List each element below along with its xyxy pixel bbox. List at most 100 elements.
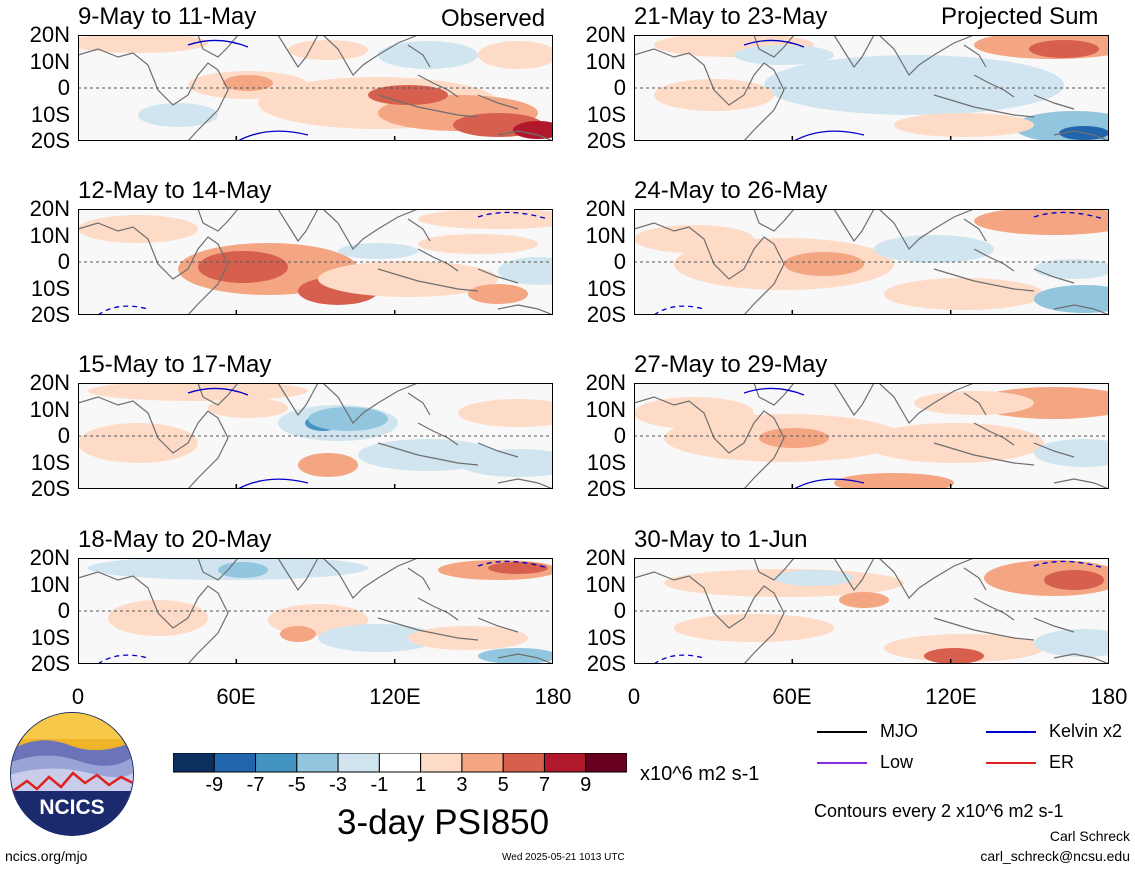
kelvin-contour <box>653 654 705 664</box>
anomaly-shading <box>839 592 889 608</box>
map-frame <box>78 209 553 315</box>
colorbar-swatch <box>296 753 339 773</box>
y-tick-label: 20S <box>586 302 626 327</box>
legend-line-mjo <box>817 731 867 733</box>
colorbar-swatch <box>585 753 627 773</box>
logo-text: NCICS <box>39 796 104 819</box>
coastline <box>277 35 319 69</box>
map-panel-7 <box>634 383 1109 489</box>
y-tick-label: 10S <box>586 101 626 127</box>
anomaly-shading <box>208 398 288 418</box>
timestamp: Wed 2025-05-21 1013 UTC <box>502 852 625 863</box>
site-link[interactable]: ncics.org/mjo <box>5 848 88 864</box>
anomaly-shading <box>218 562 268 578</box>
coastline <box>477 268 519 284</box>
y-tick-label: 10N <box>585 48 626 74</box>
y-tick-label: 10S <box>30 101 70 127</box>
coastline <box>753 35 795 58</box>
coastline <box>407 392 431 416</box>
coastline <box>497 478 553 489</box>
anomaly-shading <box>1034 285 1109 313</box>
coastline <box>377 442 479 466</box>
coastline <box>973 597 1015 621</box>
legend-label-kelvin: Kelvin x2 <box>1049 721 1123 741</box>
coastline <box>322 35 419 76</box>
y-tick-label: 20N <box>585 545 626 570</box>
coastline <box>1033 94 1075 110</box>
colorbar-swatch <box>502 753 545 773</box>
coastline <box>407 44 431 68</box>
x-tick-label: 120E <box>925 684 977 709</box>
coastline <box>634 222 785 315</box>
map-frame <box>634 35 1109 141</box>
y-tick-label: 0 <box>613 249 626 274</box>
coastline <box>1033 617 1075 633</box>
observed-label: Observed <box>441 5 546 32</box>
coastline <box>407 567 431 591</box>
anomaly-shading <box>78 215 198 243</box>
anomaly-shading <box>759 428 829 448</box>
y-tick-label: 0 <box>57 598 70 623</box>
map-frame <box>634 209 1109 315</box>
kelvin-contour <box>743 39 805 48</box>
coastline <box>1053 304 1109 315</box>
colorbar-label: 1 <box>415 774 427 796</box>
coastline <box>973 74 1015 98</box>
coastline <box>833 209 875 243</box>
y-tick-label: 10N <box>29 571 70 597</box>
map-frame <box>634 558 1109 664</box>
anomaly-shading <box>498 257 553 285</box>
y-tick-label: 10N <box>585 571 626 597</box>
coastline <box>477 617 519 633</box>
x-tick-label: 60E <box>772 684 812 709</box>
y-tick-label: 0 <box>57 249 70 274</box>
panel-title-7: 27-May to 29-May <box>634 351 828 378</box>
y-tick-label: 10N <box>585 396 626 422</box>
y-tick-label: 20N <box>585 196 626 221</box>
y-tick-label: 20N <box>29 370 70 395</box>
anomaly-shading <box>368 85 448 105</box>
legend-line-low <box>817 762 867 764</box>
colorbar-label: 3 <box>456 774 468 796</box>
coastline <box>277 558 319 592</box>
y-tick-label: 20S <box>586 476 626 501</box>
colorbar <box>173 753 627 773</box>
legend-label-low: Low <box>880 752 914 772</box>
colorbar-label: -1 <box>370 774 389 796</box>
y-tick-label: 10S <box>586 449 626 475</box>
anomaly-shading <box>924 648 984 664</box>
panel-title-3: 15-May to 17-May <box>78 351 272 378</box>
map-frame <box>78 35 553 141</box>
coastline <box>1053 653 1109 664</box>
kelvin-contour <box>237 478 309 489</box>
colorbar-label: 7 <box>538 774 551 796</box>
y-tick-label: 20S <box>30 128 70 153</box>
coastline <box>833 383 875 417</box>
y-tick-label: 0 <box>613 75 626 100</box>
author-email[interactable]: carl_schreck@ncsu.edu <box>980 848 1130 864</box>
y-tick-label: 10S <box>30 449 70 475</box>
coastline <box>963 567 987 591</box>
anomaly-shading <box>884 278 1044 310</box>
anomaly-shading <box>488 562 548 574</box>
map-panel-1 <box>78 35 553 141</box>
anomaly-shading <box>914 391 1034 415</box>
kelvin-contour <box>477 211 549 220</box>
anomaly-shading <box>78 35 208 53</box>
coastline <box>322 558 419 599</box>
coastline <box>878 35 975 76</box>
coastline <box>197 209 239 232</box>
coastline <box>477 94 519 110</box>
y-tick-label: 20S <box>30 302 70 327</box>
colorbar-label: -3 <box>329 774 347 796</box>
coastline <box>933 94 1035 118</box>
y-tick-label: 20N <box>29 22 70 47</box>
anomaly-shading <box>864 423 1044 463</box>
y-tick-label: 10S <box>586 624 626 650</box>
y-tick-label: 0 <box>613 423 626 448</box>
coastline <box>833 35 875 69</box>
kelvin-contour <box>653 305 705 315</box>
coastline <box>197 35 239 58</box>
panel-title-5: 21-May to 23-May <box>634 3 828 30</box>
y-tick-label: 20S <box>30 476 70 501</box>
